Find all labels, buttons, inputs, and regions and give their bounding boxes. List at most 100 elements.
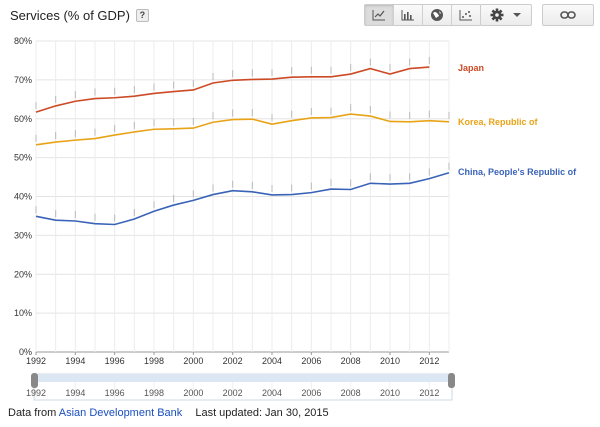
data-point[interactable] (93, 96, 97, 100)
data-point[interactable] (447, 171, 451, 175)
data-point[interactable] (73, 219, 77, 223)
data-point[interactable] (171, 203, 175, 207)
x-tick-label: 1996 (105, 356, 125, 366)
data-point[interactable] (230, 117, 234, 121)
data-point[interactable] (191, 198, 195, 202)
data-point[interactable] (250, 117, 254, 121)
timeline-tick-label: 1998 (144, 388, 164, 398)
data-point[interactable] (250, 77, 254, 81)
y-tick-label: 70% (14, 75, 32, 85)
scatter-chart-button[interactable] (451, 5, 480, 25)
timeline-tick-label: 1996 (105, 388, 125, 398)
line-chart-button[interactable] (365, 5, 393, 25)
data-point[interactable] (289, 75, 293, 79)
data-point[interactable] (348, 72, 352, 76)
data-point[interactable] (211, 120, 215, 124)
help-button[interactable]: ? (135, 9, 149, 22)
x-tick-label: 2012 (419, 356, 439, 366)
data-point[interactable] (407, 120, 411, 124)
data-point[interactable] (53, 140, 57, 144)
y-tick-label: 60% (14, 114, 32, 124)
data-point[interactable] (93, 222, 97, 226)
data-point[interactable] (211, 81, 215, 85)
page-title: Services (% of GDP) (10, 8, 130, 23)
timeline-handle-right[interactable] (448, 373, 455, 388)
map-chart-button[interactable] (422, 5, 451, 25)
timeline-tick-label: 2000 (183, 388, 203, 398)
data-point[interactable] (112, 222, 116, 226)
timeline-selection[interactable] (34, 374, 452, 382)
source-link[interactable]: Asian Development Bank (58, 407, 183, 419)
data-point[interactable] (309, 190, 313, 194)
data-point[interactable] (407, 66, 411, 70)
data-point[interactable] (309, 116, 313, 120)
data-point[interactable] (93, 136, 97, 140)
data-point[interactable] (329, 75, 333, 79)
data-point[interactable] (171, 89, 175, 93)
source-prefix: Data from (8, 407, 57, 419)
timeline-tick-label: 2010 (380, 388, 400, 398)
data-point[interactable] (270, 77, 274, 81)
data-point[interactable] (348, 112, 352, 116)
series-line-china-people-s-republic-of[interactable] (35, 172, 450, 226)
data-point[interactable] (348, 187, 352, 191)
data-point[interactable] (112, 133, 116, 137)
data-point[interactable] (132, 130, 136, 134)
data-point[interactable] (191, 126, 195, 130)
data-point[interactable] (388, 182, 392, 186)
data-point[interactable] (53, 218, 57, 222)
data-point[interactable] (230, 188, 234, 192)
data-point[interactable] (132, 217, 136, 221)
scatter-chart-icon (459, 10, 472, 21)
data-point[interactable] (152, 91, 156, 95)
timeline-tick-label: 1994 (65, 388, 85, 398)
data-point[interactable] (211, 192, 215, 196)
timeline-tick-label: 2008 (341, 388, 361, 398)
timeline-tick-label: 2002 (223, 388, 243, 398)
link-button[interactable] (542, 4, 594, 26)
data-point[interactable] (447, 120, 451, 124)
link-icon (560, 11, 576, 19)
data-point[interactable] (368, 181, 372, 185)
data-point[interactable] (329, 187, 333, 191)
settings-button[interactable] (480, 4, 532, 26)
data-point[interactable] (427, 118, 431, 122)
data-point[interactable] (270, 122, 274, 126)
series-label: China, People's Republic of (458, 167, 577, 177)
data-point[interactable] (112, 96, 116, 100)
data-point[interactable] (329, 115, 333, 119)
y-tick-label: 40% (14, 192, 32, 202)
data-point[interactable] (289, 118, 293, 122)
data-point[interactable] (309, 75, 313, 79)
data-point[interactable] (388, 72, 392, 76)
data-point[interactable] (34, 214, 38, 218)
data-point[interactable] (152, 127, 156, 131)
data-point[interactable] (53, 104, 57, 108)
timeline-tick-label: 2004 (262, 388, 282, 398)
chart-header: Services (% of GDP) ? (10, 8, 149, 23)
data-point[interactable] (34, 143, 38, 147)
data-point[interactable] (368, 114, 372, 118)
data-point[interactable] (152, 209, 156, 213)
data-point[interactable] (427, 176, 431, 180)
data-point[interactable] (171, 127, 175, 131)
data-point[interactable] (73, 138, 77, 142)
series-line-korea-republic-of[interactable] (35, 113, 450, 146)
data-point[interactable] (407, 181, 411, 185)
y-tick-label: 10% (14, 308, 32, 318)
data-point[interactable] (230, 78, 234, 82)
timeline-handle-left[interactable] (31, 373, 38, 388)
data-point[interactable] (289, 192, 293, 196)
series-line-japan[interactable] (35, 66, 430, 113)
data-point[interactable] (270, 193, 274, 197)
data-point[interactable] (191, 88, 195, 92)
x-tick-label: 2008 (341, 356, 361, 366)
data-point[interactable] (250, 190, 254, 194)
bar-chart-button[interactable] (393, 5, 422, 25)
data-point[interactable] (388, 119, 392, 123)
data-point[interactable] (132, 94, 136, 98)
data-point[interactable] (73, 99, 77, 103)
data-point[interactable] (368, 66, 372, 70)
data-point[interactable] (34, 110, 38, 114)
data-point[interactable] (427, 65, 431, 69)
